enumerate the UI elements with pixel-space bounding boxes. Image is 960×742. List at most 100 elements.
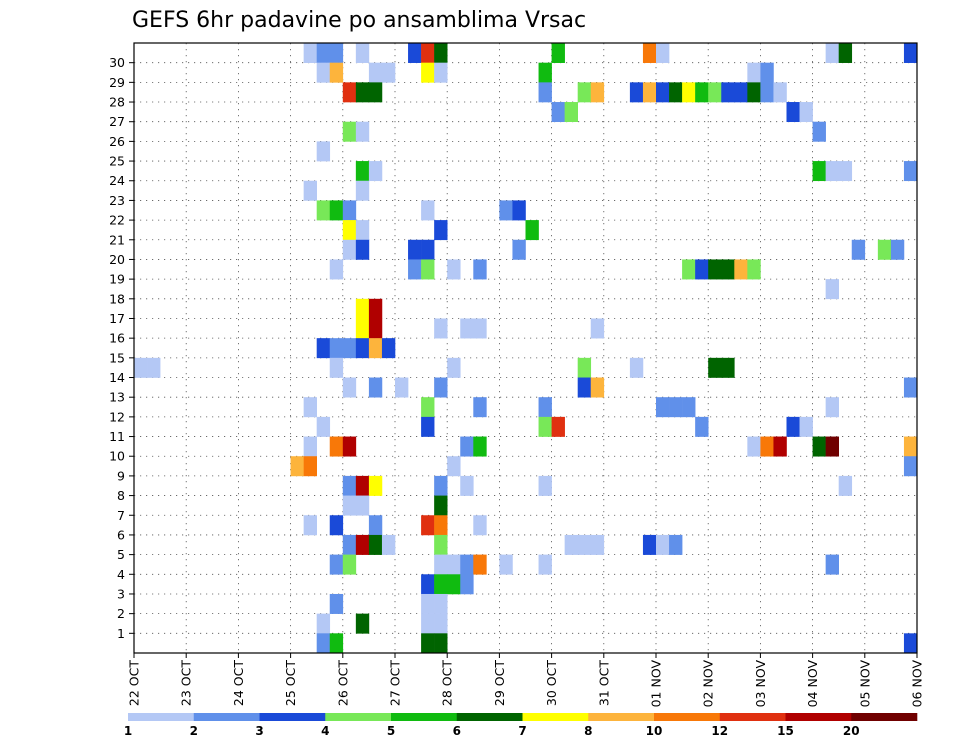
y-tick-label: 23 xyxy=(109,193,125,208)
precip-cell xyxy=(473,436,487,457)
precip-cell xyxy=(368,318,383,339)
precip-cell xyxy=(303,180,317,201)
precip-cell xyxy=(460,475,474,496)
precip-cell xyxy=(342,495,357,516)
precip-cell xyxy=(421,62,435,83)
precip-cell xyxy=(590,82,605,103)
colorbar-swatch xyxy=(456,713,523,721)
precip-cell xyxy=(669,534,683,555)
precip-cell xyxy=(577,534,592,555)
precip-cell xyxy=(460,554,474,575)
precip-cell xyxy=(551,102,565,123)
precip-cell xyxy=(342,377,357,398)
y-tick-label: 10 xyxy=(109,449,125,464)
precip-cell xyxy=(342,220,357,241)
precip-cell xyxy=(342,82,357,103)
x-tick-label: 31 OCT xyxy=(596,660,611,706)
precip-cell xyxy=(473,515,487,536)
precip-cell xyxy=(381,338,396,359)
precip-cell xyxy=(538,62,552,83)
precip-cell xyxy=(825,279,839,300)
precip-cell xyxy=(355,180,370,201)
precip-cell xyxy=(434,515,448,536)
precip-cell xyxy=(564,102,578,123)
precip-cell xyxy=(551,416,565,437)
precip-cell xyxy=(368,475,383,496)
precip-cell xyxy=(342,200,357,221)
precip-cell xyxy=(290,456,304,477)
precip-cell xyxy=(682,397,696,418)
precip-cell xyxy=(799,102,813,123)
y-tick-label: 11 xyxy=(109,429,125,444)
y-tick-label: 22 xyxy=(109,213,125,228)
precip-cell xyxy=(512,239,526,260)
precip-cell xyxy=(421,259,435,280)
precip-cell xyxy=(656,397,670,418)
precip-cell xyxy=(355,534,370,555)
precip-cell xyxy=(342,554,357,575)
precip-cell xyxy=(329,554,344,575)
precip-cell xyxy=(316,338,331,359)
colorbar-swatch xyxy=(851,713,918,721)
precip-cell xyxy=(538,397,552,418)
y-tick-label: 17 xyxy=(109,311,125,326)
precip-cell xyxy=(695,82,709,103)
precip-cell xyxy=(551,43,565,63)
precip-cell xyxy=(629,82,644,103)
colorbar-swatch xyxy=(785,713,852,721)
colorbar-label: 2 xyxy=(190,724,198,738)
precip-cell xyxy=(642,82,657,103)
precip-cell xyxy=(421,515,435,536)
precip-cell xyxy=(903,377,918,398)
precip-cell xyxy=(499,554,513,575)
precip-cell xyxy=(786,416,800,437)
precip-cell xyxy=(355,318,370,339)
precip-cell xyxy=(773,436,787,457)
precip-cell xyxy=(342,436,357,457)
precip-cell xyxy=(773,82,787,103)
precip-cell xyxy=(342,338,357,359)
precip-cell xyxy=(316,141,331,162)
precip-cell xyxy=(590,377,605,398)
x-tick-label: 27 OCT xyxy=(388,660,403,706)
precip-cell xyxy=(512,200,526,221)
precip-cell xyxy=(303,436,317,457)
precip-cell xyxy=(421,633,435,654)
precip-cell xyxy=(473,554,487,575)
precip-cell xyxy=(342,475,357,496)
x-tick-label: 05 NOV xyxy=(857,660,872,708)
precip-cell xyxy=(747,436,761,457)
precip-cell xyxy=(747,259,761,280)
colorbar-label: 4 xyxy=(321,724,329,738)
data-cells xyxy=(134,43,918,654)
precip-cell xyxy=(342,534,357,555)
precip-cell xyxy=(838,475,853,496)
precip-cell xyxy=(329,200,344,221)
colorbar-swatch xyxy=(719,713,786,721)
y-tick-label: 20 xyxy=(109,252,125,267)
precip-cell xyxy=(473,318,487,339)
precip-cell xyxy=(368,534,383,555)
precip-cell xyxy=(434,220,448,241)
grid-lines xyxy=(134,43,917,653)
precip-cell xyxy=(434,377,448,398)
precip-cell xyxy=(799,416,813,437)
x-tick-label: 22 OCT xyxy=(127,660,142,706)
precip-cell xyxy=(342,121,357,142)
precip-cell xyxy=(695,416,709,437)
y-tick-label: 12 xyxy=(109,409,125,424)
precip-cell xyxy=(812,121,826,142)
precip-cell xyxy=(421,574,435,595)
y-tick-label: 26 xyxy=(109,134,125,149)
precip-cell xyxy=(434,43,448,63)
precip-cell xyxy=(368,377,383,398)
precip-cell xyxy=(408,259,422,280)
y-tick-label: 5 xyxy=(117,547,125,562)
precip-cell xyxy=(355,298,370,319)
x-tick-label: 26 OCT xyxy=(335,660,350,706)
precip-cell xyxy=(368,298,383,319)
colorbar-label: 10 xyxy=(646,724,663,738)
y-tick-label: 7 xyxy=(117,508,125,523)
precip-cell xyxy=(329,633,344,654)
precip-cell xyxy=(355,475,370,496)
